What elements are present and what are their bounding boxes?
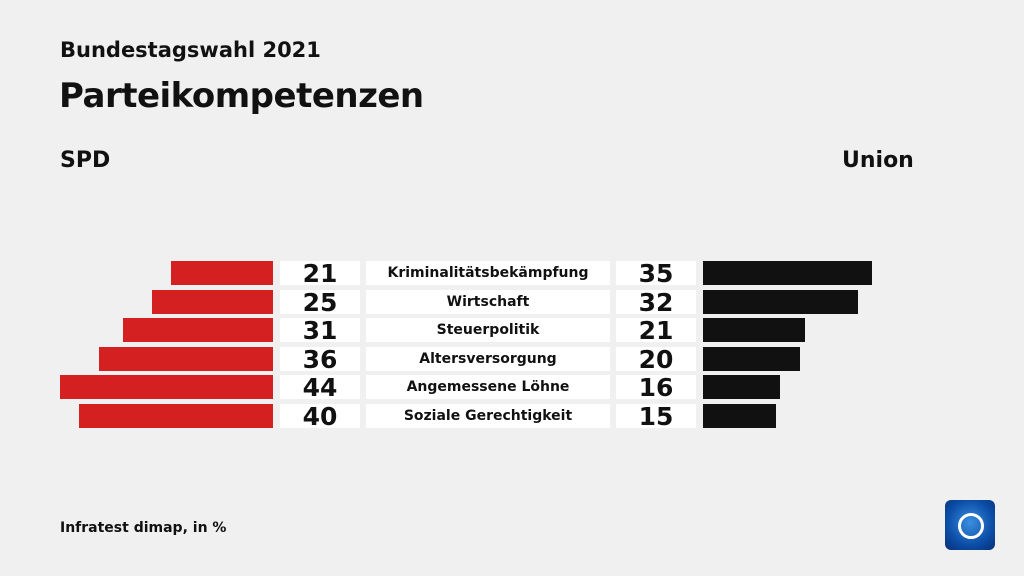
right-series-label: Union [842, 148, 914, 173]
tagesschau-logo-icon [945, 500, 995, 550]
union-value: 16 [616, 375, 696, 401]
union-value: 20 [616, 346, 696, 372]
spd-value: 36 [280, 346, 360, 372]
category-label: Altersversorgung [366, 346, 610, 371]
spd-bar [79, 403, 273, 428]
category-label: Kriminalitätsbekämpfung [366, 261, 610, 285]
union-value: 15 [616, 403, 696, 429]
left-series-label: SPD [60, 148, 111, 173]
union-value: 21 [616, 318, 696, 344]
spd-value: 21 [280, 261, 360, 287]
union-bar [703, 375, 781, 399]
category-label: Angemessene Löhne [366, 375, 610, 399]
union-bar [703, 261, 873, 285]
spd-value: 31 [280, 318, 360, 344]
spd-value: 44 [280, 375, 360, 401]
supertitle: Bundestagswahl 2021 [60, 38, 321, 62]
spd-value: 40 [280, 403, 360, 429]
category-label: Wirtschaft [366, 289, 610, 314]
union-bar [703, 318, 805, 342]
union-value: 32 [616, 289, 696, 315]
spd-bar [60, 375, 273, 399]
category-label: Soziale Gerechtigkeit [366, 403, 610, 428]
union-bar [703, 346, 800, 371]
union-value: 35 [616, 261, 696, 287]
spd-bar [98, 346, 273, 371]
union-bar [703, 289, 858, 314]
union-bar [703, 403, 776, 428]
spd-bar [152, 289, 273, 314]
chart-title: Parteikompetenzen [59, 76, 424, 116]
category-label: Steuerpolitik [366, 318, 610, 342]
spd-value: 25 [280, 289, 360, 315]
spd-bar [122, 318, 273, 342]
source-note: Infratest dimap, in % [60, 520, 227, 536]
spd-bar [171, 261, 273, 285]
